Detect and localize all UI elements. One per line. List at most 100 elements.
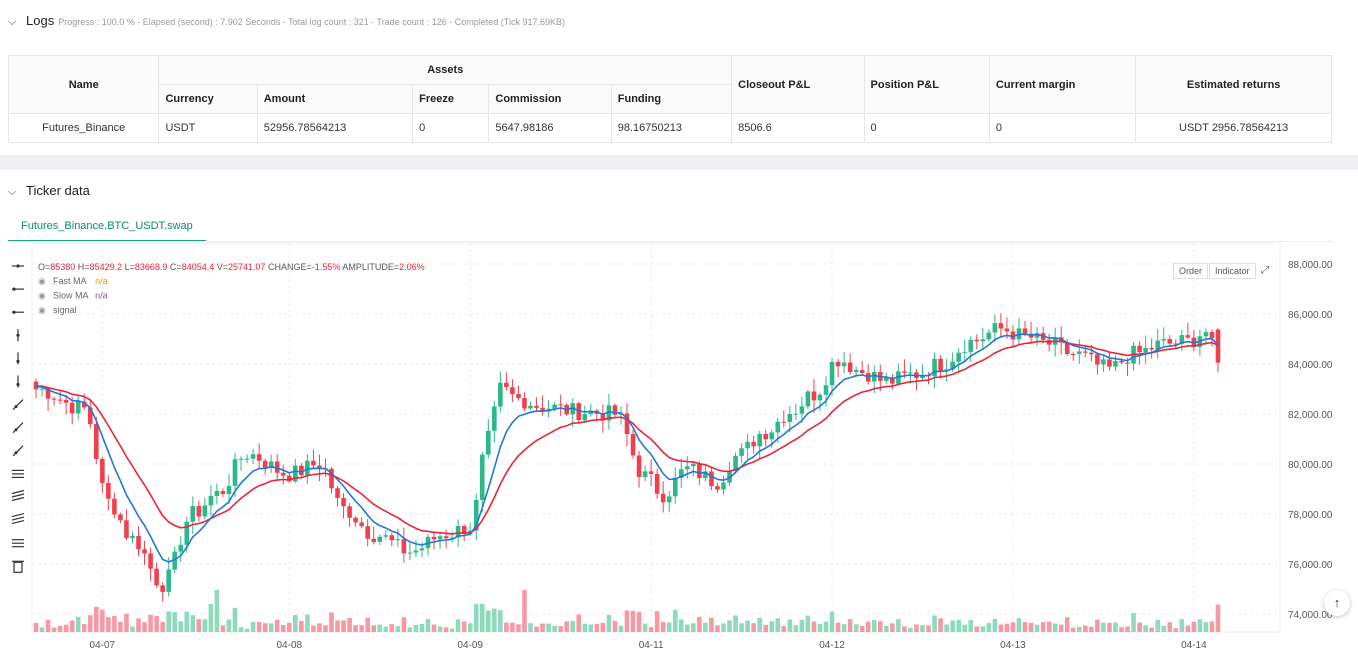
ohlc-value: 84054.4 <box>182 262 217 272</box>
volume-bar <box>552 625 557 632</box>
ticker-header[interactable]: ⌵ Ticker data <box>8 183 90 199</box>
tool-glyph <box>13 561 23 573</box>
volume-bar <box>75 616 81 632</box>
candle-body <box>1185 335 1191 338</box>
volume-bar <box>323 625 328 632</box>
volume-bar <box>962 624 968 632</box>
candle-body <box>1137 345 1142 353</box>
volume-bar <box>540 623 545 632</box>
pitchfork-icon <box>11 513 25 525</box>
candle-body <box>890 377 895 384</box>
chevron-down-icon[interactable]: ⌵ <box>8 186 17 198</box>
volume-bar <box>769 621 775 632</box>
volume-bar <box>588 624 594 632</box>
candle-body <box>136 535 141 550</box>
candle-body <box>1143 347 1148 353</box>
volume-bar <box>980 626 986 632</box>
volume-bar <box>926 625 931 632</box>
volume-bar <box>498 610 503 632</box>
volume-bar <box>516 624 521 632</box>
candle-body <box>485 430 491 455</box>
volume-bar <box>395 626 401 632</box>
candle-body <box>582 414 588 421</box>
legend-name: Fast MA <box>53 276 87 286</box>
candle-body <box>57 399 63 401</box>
volume-bar <box>57 625 63 632</box>
volume-bar <box>1215 604 1221 632</box>
fullscreen-icon[interactable]: ⤢ <box>1256 263 1274 278</box>
volume-bar <box>371 625 377 632</box>
volume-bar <box>859 626 865 632</box>
candle-body <box>835 361 841 367</box>
volume-bar <box>311 625 316 632</box>
fast-ma-line <box>35 333 1219 563</box>
volume-bar <box>865 621 871 632</box>
indicator-button[interactable]: Indicator <box>1209 263 1256 279</box>
candle-body <box>1113 361 1118 367</box>
candle-body <box>214 490 220 497</box>
segment-icon <box>12 445 24 457</box>
candle-body <box>377 536 383 542</box>
cell-currency: USDT <box>158 113 258 143</box>
volume-bar <box>558 626 563 632</box>
volume-bar <box>443 627 449 632</box>
volume-bar <box>636 611 642 632</box>
volume-bar <box>986 622 992 632</box>
volume-bar <box>739 623 744 632</box>
volume-bar <box>1028 622 1034 632</box>
volume-bar <box>226 619 232 632</box>
volume-bar <box>715 625 720 632</box>
candle-body <box>33 381 39 390</box>
candle-body <box>841 362 847 367</box>
volume-bar <box>763 624 769 632</box>
candle-body <box>660 493 666 503</box>
candle-body <box>106 483 111 499</box>
volume-bar <box>600 622 606 632</box>
trash-icon <box>12 560 24 573</box>
volume-bar <box>733 615 738 632</box>
volume-bar <box>449 628 455 632</box>
candle-body <box>811 391 817 401</box>
x-tick-label: 04-14 <box>1181 640 1207 651</box>
candle-body <box>317 465 322 469</box>
candle-body <box>733 455 738 472</box>
volume-bar <box>208 604 214 632</box>
volume-bar <box>33 622 39 632</box>
volume-bar <box>829 611 835 632</box>
volume-bar <box>817 623 823 632</box>
candle-body <box>1004 328 1010 332</box>
fib-levels-icon <box>12 539 24 548</box>
logs-header[interactable]: ⌵ Logs Progress : 100.0 % - Elapsed (sec… <box>8 13 565 29</box>
order-button[interactable]: Order <box>1173 263 1209 279</box>
ohlc-key: V= <box>217 262 228 272</box>
volume-bar <box>1191 621 1197 632</box>
candle-body <box>341 497 346 507</box>
candle-body <box>775 421 781 433</box>
col-margin: Current margin <box>988 55 1137 114</box>
candle-body <box>956 352 961 362</box>
volume-bar <box>1155 619 1160 632</box>
ohlc-key: L= <box>125 262 135 272</box>
volume-bar <box>618 625 624 632</box>
candle-body <box>250 454 256 459</box>
ohlc-value: 25741.07 <box>228 262 268 272</box>
candle-body <box>757 433 762 447</box>
moving-averages <box>35 333 1219 563</box>
candle-body <box>968 339 974 352</box>
candle-body <box>745 441 750 449</box>
chevron-down-icon[interactable]: ⌵ <box>8 16 17 28</box>
volume-bar <box>660 621 666 632</box>
volume-bar <box>293 615 298 632</box>
volume-bar <box>262 623 268 632</box>
candle-body <box>805 391 811 407</box>
candle-body <box>329 468 334 489</box>
tool-glyph <box>11 513 25 518</box>
candle-body <box>618 413 624 415</box>
scroll-top-button[interactable]: ↑ <box>1324 590 1350 616</box>
volume-bar <box>1179 619 1185 632</box>
candle-body <box>498 382 503 407</box>
candle-body <box>636 455 642 478</box>
volume-bar <box>944 624 949 632</box>
candle-body <box>998 323 1004 329</box>
